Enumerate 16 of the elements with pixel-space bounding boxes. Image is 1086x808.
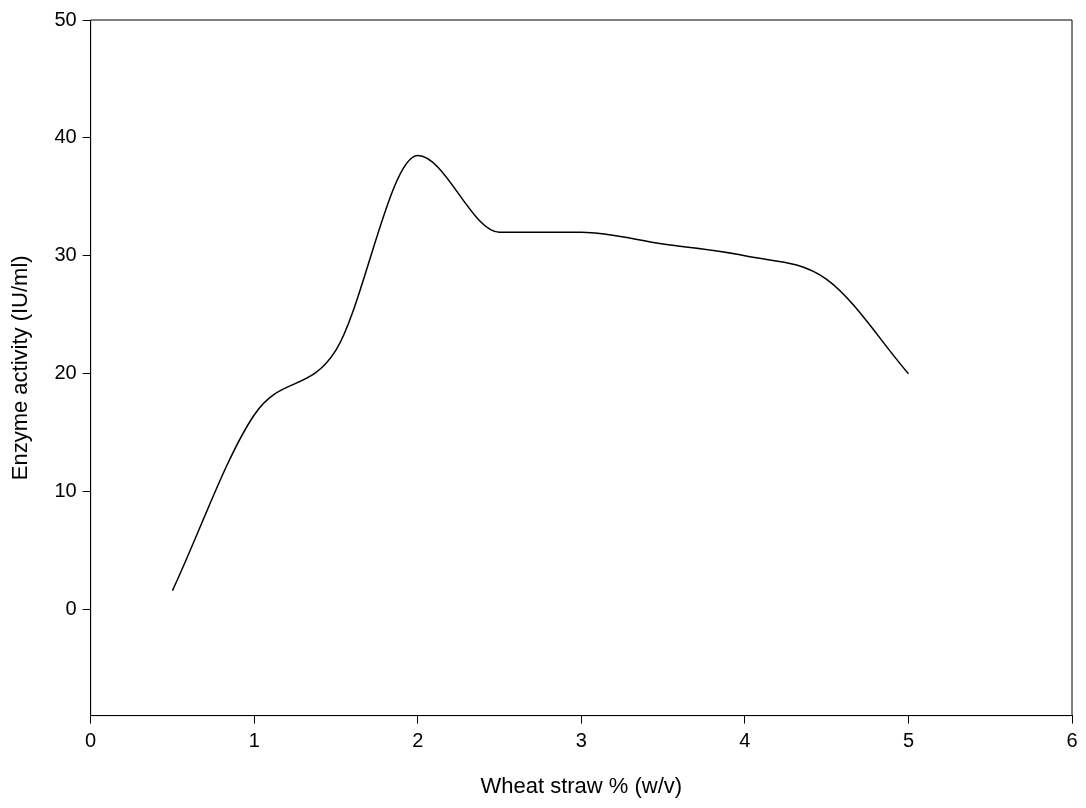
- y-tick-label: 40: [54, 125, 77, 148]
- x-tick-label: 3: [575, 729, 587, 752]
- x-tick-label: 4: [739, 729, 751, 752]
- x-tick-label: 1: [248, 729, 260, 752]
- y-tick-label: 20: [54, 361, 77, 384]
- x-tick-label: 2: [412, 729, 424, 752]
- x-tick-label: 0: [85, 729, 97, 752]
- y-tick-label: 30: [54, 243, 77, 266]
- x-axis-title: Wheat straw % (w/v): [480, 772, 683, 798]
- y-tick-label: 10: [54, 479, 77, 502]
- y-tick-label: 0: [65, 597, 77, 620]
- line-series: [171, 154, 910, 592]
- x-tick-label: 5: [902, 729, 914, 752]
- x-tick-label: 6: [1066, 729, 1078, 752]
- y-tick-label: 50: [54, 7, 77, 30]
- y-axis-title: Enzyme activity (IU/ml): [7, 255, 33, 481]
